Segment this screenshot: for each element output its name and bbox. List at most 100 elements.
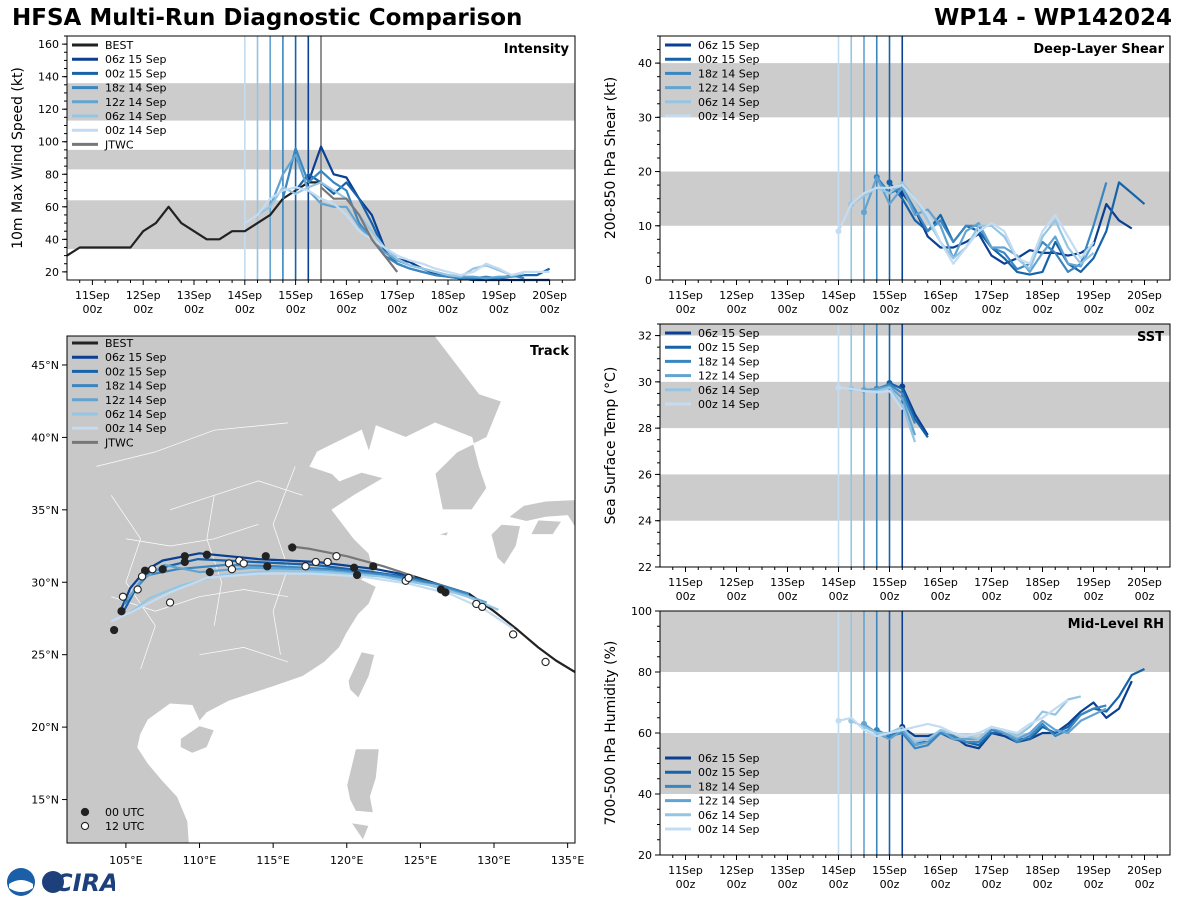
legend-label-track: 00z 15 Sep: [105, 365, 167, 378]
shaded-band: [660, 611, 1170, 672]
x-tick-label: 11Sep: [75, 289, 110, 302]
x-tick-label: 00z: [1135, 303, 1155, 316]
track-point-12utc: [541, 657, 550, 667]
x-tick-label: 00z: [387, 303, 407, 316]
y-tick-label: 80: [45, 168, 59, 181]
panel-title: Mid-Level RH: [1068, 617, 1164, 632]
x-tick-label: 13Sep: [770, 289, 805, 302]
marker-legend-label: 12 UTC: [105, 820, 145, 833]
legend-label-intensity: 00z 15 Sep: [105, 67, 167, 80]
x-tick-label: 00z: [1033, 878, 1053, 891]
series-line-18z-14-sep: [281, 147, 525, 280]
x-tick-label: 15Sep: [278, 289, 313, 302]
x-tick-label: 00z: [1084, 878, 1104, 891]
x-tick-label: 14Sep: [821, 576, 856, 589]
x-tick-label: 20Sep: [532, 289, 567, 302]
x-tick-label: 14Sep: [821, 864, 856, 877]
track-point-12utc: [404, 573, 413, 583]
x-tick-label: 00z: [676, 878, 696, 891]
series-start-point: [835, 228, 842, 235]
x-tick-label: 00z: [1135, 590, 1155, 603]
lon-tick-label: 110°E: [183, 854, 216, 867]
x-tick-label: 16Sep: [923, 864, 958, 877]
y-tick-label: 60: [45, 201, 59, 214]
y-tick-label: 20: [638, 849, 652, 862]
x-tick-label: 00z: [1084, 303, 1104, 316]
y-tick-label: 100: [38, 136, 59, 149]
x-tick-label: 15Sep: [872, 576, 907, 589]
y-tick-label: 40: [638, 57, 652, 70]
track-point-00utc: [350, 563, 359, 572]
y-tick-label: 32: [638, 330, 652, 343]
x-tick-label: 00z: [778, 878, 798, 891]
series-line-00z-14-sep: [838, 386, 904, 411]
land-mass: [530, 519, 563, 535]
lon-tick-label: 105°E: [109, 854, 142, 867]
x-tick-label: 18Sep: [431, 289, 466, 302]
x-tick-label: 00z: [880, 590, 900, 603]
series-line-18z-14-sep: [876, 383, 917, 424]
x-tick-label: 14Sep: [227, 289, 262, 302]
y-axis-label: Sea Surface Temp (°C): [603, 367, 619, 525]
legend-label-sst: 06z 14 Sep: [698, 384, 760, 397]
track-point-12utc: [478, 602, 487, 612]
track-point-12utc: [239, 559, 248, 568]
legend-label-rh: 18z 14 Sep: [698, 780, 760, 793]
y-tick-label: 26: [638, 468, 652, 481]
x-tick-label: 20Sep: [1127, 576, 1162, 589]
x-tick-label: 00z: [727, 590, 747, 603]
land-mass: [350, 822, 370, 841]
track-point-12utc: [509, 630, 518, 639]
x-tick-label: 00z: [337, 303, 357, 316]
track-point-12utc: [332, 552, 341, 561]
legend-label-sst: 06z 15 Sep: [698, 327, 760, 340]
x-tick-label: 00z: [676, 303, 696, 316]
land-mass: [346, 748, 380, 814]
x-tick-label: 17Sep: [974, 289, 1009, 302]
legend-label-shear: 00z 15 Sep: [698, 53, 760, 66]
legend-label-intensity: 18z 14 Sep: [105, 82, 167, 95]
storm-id-title: WP14 - WP142024: [933, 5, 1172, 31]
track-point-00utc: [110, 625, 119, 635]
track-point-00utc: [205, 568, 214, 577]
y-tick-label: 40: [45, 233, 59, 246]
y-tick-label: 20: [638, 166, 652, 179]
series-line-00z-14-sep: [837, 184, 1095, 265]
cira-logo: CIRA: [5, 866, 119, 902]
track-point-00utc: [202, 550, 211, 559]
y-axis-label: 700-500 hPa Humidity (%): [603, 641, 619, 826]
series-start-point: [835, 717, 842, 724]
x-tick-label: 00z: [133, 303, 153, 316]
lat-tick-label: 25°N: [31, 649, 59, 662]
x-tick-label: 16Sep: [329, 289, 364, 302]
lat-tick-label: 45°N: [31, 359, 59, 372]
land-mass: [490, 523, 521, 566]
x-tick-label: 00z: [83, 303, 103, 316]
track-point-00utc: [261, 552, 270, 561]
series-start-point: [835, 384, 842, 391]
track-point-00utc: [352, 570, 362, 580]
track-line-jtwc: [287, 544, 415, 578]
x-tick-label: 16Sep: [923, 289, 958, 302]
x-tick-label: 19Sep: [1076, 864, 1111, 877]
land-mass: [180, 725, 215, 754]
legend-label-sst: 18z 14 Sep: [698, 355, 760, 368]
x-tick-label: 00z: [931, 878, 951, 891]
x-tick-label: 15Sep: [872, 864, 907, 877]
legend-label-rh: 12z 14 Sep: [698, 795, 760, 808]
y-tick-label: 24: [638, 515, 652, 528]
panel-title: Deep-Layer Shear: [1033, 42, 1164, 57]
x-tick-label: 11Sep: [668, 289, 703, 302]
x-tick-label: 00z: [982, 878, 1002, 891]
y-axis-label: 200-850 hPa Shear (kt): [603, 77, 619, 239]
series-line-12z-14-sep: [862, 175, 1095, 273]
province-border: [169, 480, 303, 511]
lat-tick-label: 15°N: [31, 794, 59, 807]
x-tick-label: 00z: [676, 590, 696, 603]
map-frame: [66, 335, 576, 844]
y-tick-label: 20: [45, 266, 59, 279]
x-tick-label: 00z: [1084, 590, 1104, 603]
track-point-00utc: [288, 543, 297, 552]
track-point-12utc: [133, 585, 142, 594]
legend-label-shear: 06z 14 Sep: [698, 96, 760, 109]
